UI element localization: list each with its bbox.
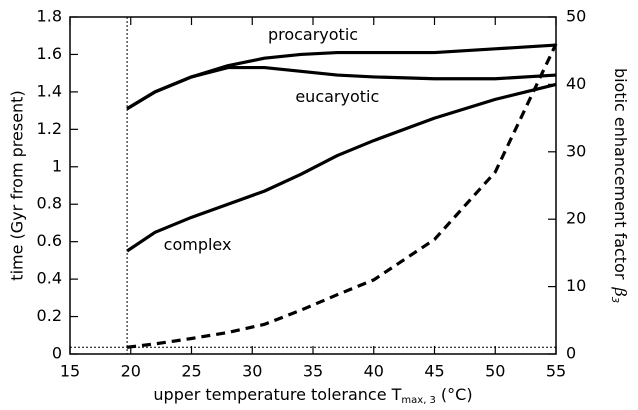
y-tick-label: 0.2 <box>37 306 62 325</box>
y2-axis-label-sub: 3 <box>609 297 620 303</box>
y2-axis-label-symbol: β <box>612 286 631 296</box>
x-tick-label: 15 <box>60 362 80 381</box>
y2-tick-label: 20 <box>566 209 586 228</box>
series-line <box>126 82 557 253</box>
series-label: complex <box>164 235 232 254</box>
x-tick-label: 50 <box>485 362 505 381</box>
y-tick-label: 1.2 <box>37 119 62 138</box>
y2-tick-label: 10 <box>566 276 586 295</box>
y-tick-label: 0 <box>52 344 62 363</box>
y-tick-label: 1.8 <box>37 7 62 26</box>
y2-axis-label-text: biotic enhancement factor <box>612 68 631 280</box>
x-axis-label-tail: (°C) <box>441 385 473 404</box>
y-tick-label: 0.4 <box>37 269 62 288</box>
x-axis-label-sub: max, 3 <box>401 395 436 406</box>
y2-tick-label: 40 <box>566 74 586 93</box>
x-tick-label: 35 <box>303 362 323 381</box>
x-tick-label: 30 <box>242 362 262 381</box>
x-axis-label: upper temperature tolerance Tmax, 3 (°C) <box>153 385 472 407</box>
x-tick-label: 25 <box>181 362 201 381</box>
x-axis-label-text: upper temperature tolerance T <box>153 385 401 404</box>
series-line <box>126 43 558 349</box>
series-label: eucaryotic <box>295 87 379 106</box>
y2-tick-label: 50 <box>566 7 586 26</box>
y-tick-label: 1.6 <box>37 44 62 63</box>
y-tick-label: 0.8 <box>37 194 62 213</box>
x-tick-label: 20 <box>121 362 141 381</box>
series-label: procaryotic <box>268 25 358 44</box>
x-tick-label: 45 <box>424 362 444 381</box>
y2-axis-label: biotic enhancement factor β3 <box>609 68 631 303</box>
plot-frame <box>69 16 557 355</box>
x-tick-label: 40 <box>364 362 384 381</box>
y-tick-label: 1.4 <box>37 81 62 100</box>
y2-tick-label: 0 <box>566 344 576 363</box>
y-tick-label: 1 <box>52 156 62 175</box>
y2-tick-label: 30 <box>566 141 586 160</box>
y-tick-label: 0.6 <box>37 231 62 250</box>
y-axis-label: time (Gyr from present) <box>8 90 27 280</box>
x-tick-label: 55 <box>546 362 566 381</box>
series-line <box>126 65 557 111</box>
